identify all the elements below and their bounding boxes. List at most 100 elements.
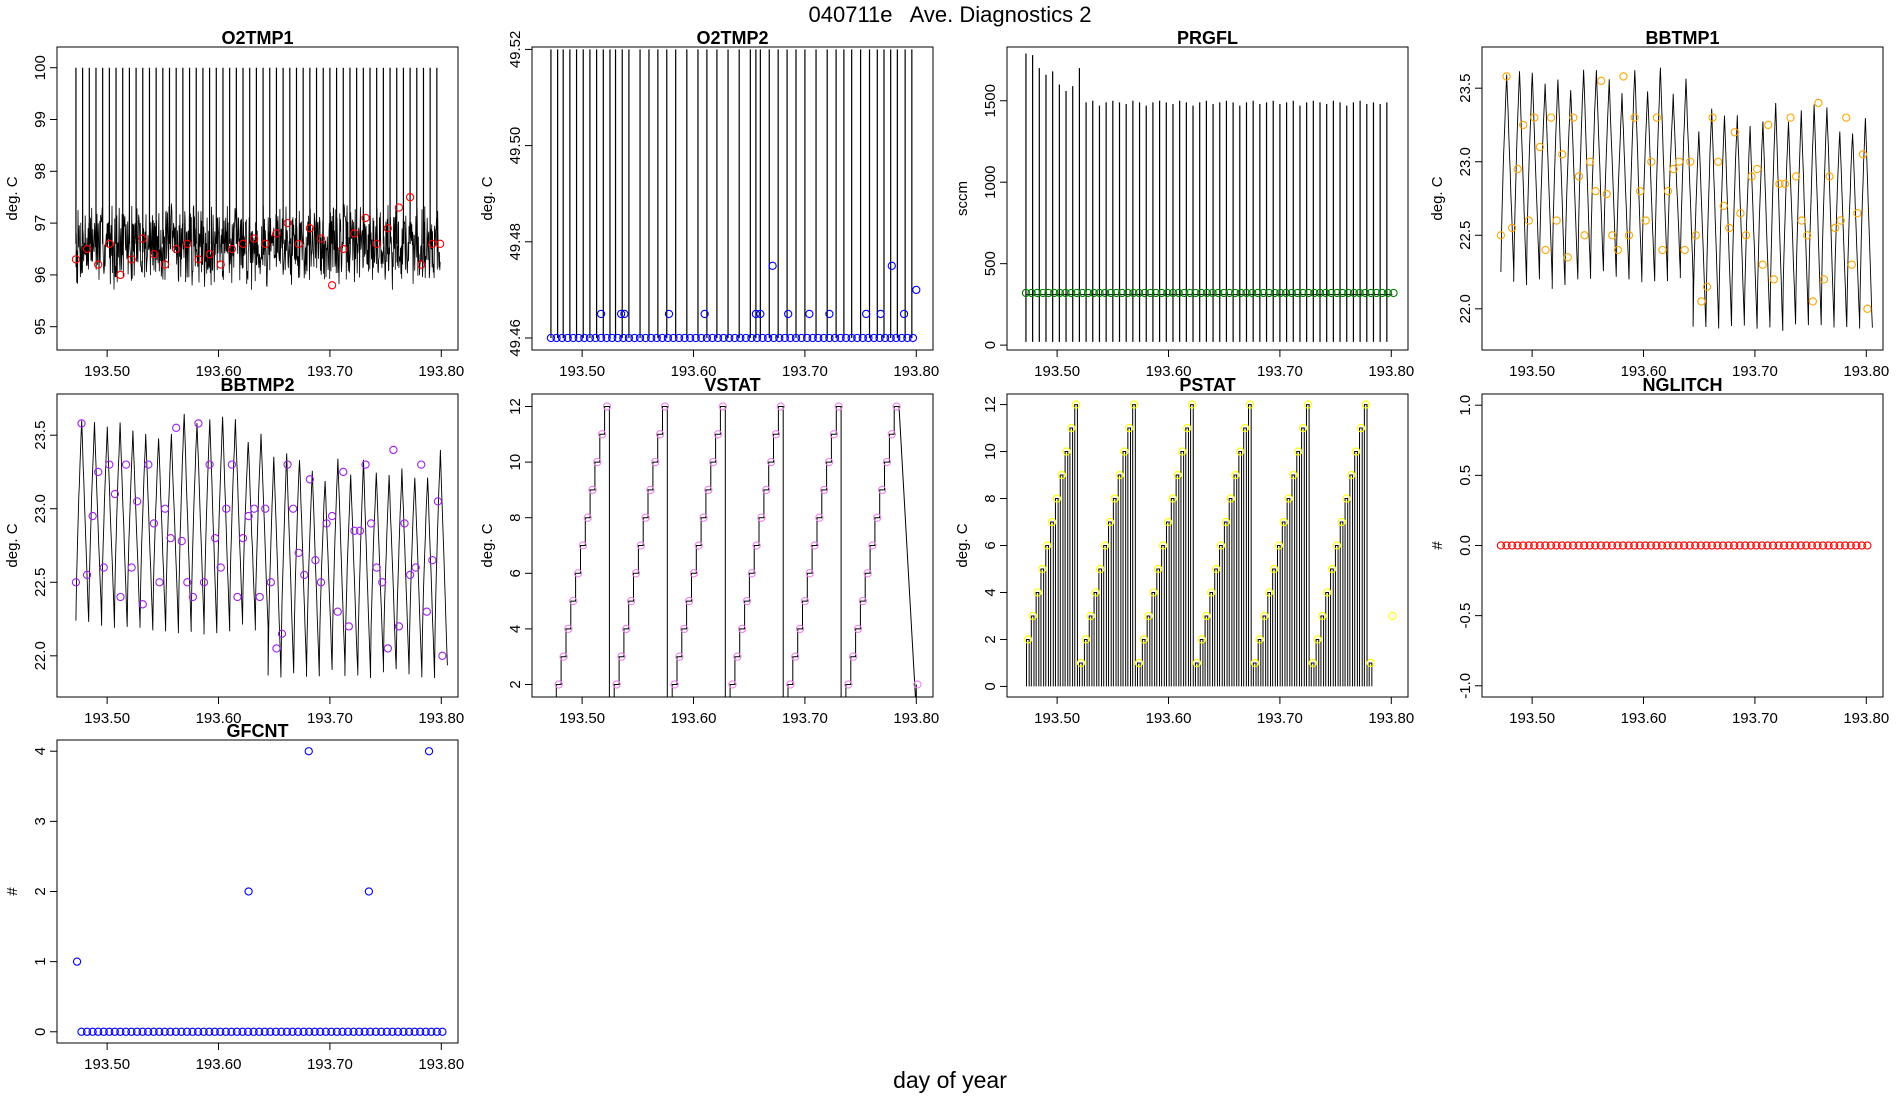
vstat-marker	[670, 680, 679, 689]
o2tmp1-trace	[75, 203, 441, 290]
nglitch-marker	[1835, 541, 1844, 550]
vstat-marker	[709, 457, 718, 467]
prgfl-marker	[1321, 288, 1330, 298]
bbtmp2-marker	[261, 504, 270, 513]
chart-bbtmp2: BBTMP2 deg. C 193.50 193.60 193.70 193.80 22.0…	[4, 375, 464, 727]
pstat-pulse	[1219, 545, 1223, 687]
pstat-xtick-label: 193.60	[1146, 710, 1192, 727]
pstat-marker	[1226, 494, 1235, 503]
o2tmp2-marker	[669, 333, 678, 343]
bbtmp2-marker	[433, 497, 443, 506]
bbtmp1-marker	[1797, 216, 1806, 225]
bbtmp1-marker	[1786, 113, 1795, 122]
bbtmp2-xtick-label: 193.50	[84, 710, 130, 727]
nglitch-ylabel: #	[1429, 541, 1446, 550]
bbtmp1-trace	[1500, 67, 1873, 331]
vstat-marker	[675, 652, 684, 661]
bbtmp1-marker	[1830, 223, 1840, 233]
bbtmp2-marker	[339, 467, 348, 477]
pstat-marker	[1289, 470, 1298, 480]
panel-o2tmp1: O2TMP1 deg. C 193.50 193.60 193.70 193.80 95 96…	[0, 28, 475, 385]
pstat-marker	[1212, 564, 1221, 574]
pstat-marker	[1274, 541, 1284, 550]
o2tmp2-marker	[876, 309, 885, 319]
o2tmp1-marker	[250, 234, 259, 243]
nglitch-marker	[1779, 541, 1789, 550]
o2tmp2-marker	[674, 333, 684, 343]
chart-vstat: VSTAT deg. C 193.50 193.60 193.70 193.80 2 4 6 8 1…	[479, 375, 939, 727]
o2tmp2-marker	[708, 333, 717, 343]
bbtmp1-ytick-label: 23.0	[1457, 147, 1474, 176]
pstat-pulse	[1359, 427, 1363, 687]
bbtmp2-marker	[77, 419, 86, 428]
prgfl-marker	[1310, 288, 1319, 298]
gfcnt-marker	[99, 1027, 108, 1036]
nglitch-marker	[1841, 541, 1850, 550]
gfcnt-marker	[182, 1027, 192, 1036]
pstat-marker	[1221, 517, 1230, 527]
bbtmp1-marker	[1764, 120, 1773, 130]
bbtmp2-marker	[428, 556, 437, 565]
prgfl-marker	[1361, 288, 1370, 298]
o2tmp2-marker	[825, 333, 834, 343]
pstat-ytick-label: 8	[982, 494, 999, 502]
vstat-marker	[569, 596, 578, 606]
o2tmp1-marker	[327, 281, 337, 290]
o2tmp1-marker	[316, 234, 326, 243]
bbtmp1-marker	[1524, 216, 1533, 225]
gfcnt-marker	[354, 1027, 364, 1036]
o2tmp2-marker	[591, 333, 600, 343]
panel-bbtmp2: BBTMP2 deg. C 193.50 193.60 193.70 193.80 22.0…	[0, 375, 475, 732]
gfcnt-marker	[244, 887, 253, 896]
o2tmp2-ytick-label: 49.48	[507, 223, 524, 261]
bbtmp2-ytick-label: 23.5	[32, 421, 49, 450]
prgfl-marker	[1236, 288, 1245, 298]
o2tmp1-marker	[116, 270, 125, 280]
chart-bbtmp1: BBTMP1 deg. C 193.50 193.60 193.70 193.80 22.0…	[1429, 28, 1889, 380]
gfcnt-ytick-label: 1	[32, 957, 49, 965]
pstat-marker	[1144, 611, 1153, 621]
vstat-marker	[752, 541, 761, 550]
o2tmp1-marker	[394, 203, 404, 212]
bbtmp1-marker	[1624, 231, 1634, 240]
o2tmp2-marker	[652, 333, 661, 343]
nglitch-marker	[1546, 541, 1556, 550]
pstat-marker	[1279, 517, 1288, 527]
pstat-marker	[1178, 447, 1187, 456]
gfcnt-marker	[205, 1027, 214, 1036]
vstat-marker	[834, 402, 843, 411]
o2tmp2-marker	[875, 333, 884, 343]
bbtmp1-marker	[1496, 231, 1506, 240]
gfcnt-marker	[127, 1027, 136, 1036]
vstat-marker	[554, 680, 563, 689]
vstat-marker	[840, 709, 847, 716]
prgfl-marker	[1033, 288, 1042, 298]
bbtmp2-marker	[300, 570, 309, 580]
pstat-marker	[1337, 517, 1346, 527]
nglitch-marker	[1857, 541, 1867, 550]
pstat-ytick-label: 2	[982, 635, 999, 643]
gfcnt-ytick-label: 3	[32, 817, 49, 825]
o2tmp2-marker	[686, 333, 695, 343]
pstat-marker	[1154, 564, 1163, 574]
nglitch-marker	[1674, 541, 1683, 550]
pstat-marker	[1158, 541, 1168, 550]
o2tmp1-marker	[305, 224, 315, 233]
bbtmp2-marker	[227, 460, 237, 469]
bbtmp2-marker	[110, 489, 120, 499]
pstat-marker	[1168, 494, 1177, 503]
nglitch-marker	[1746, 541, 1755, 550]
pstat-marker	[1163, 517, 1173, 527]
o2tmp1-marker	[216, 260, 225, 269]
prgfl-marker	[1112, 288, 1121, 298]
gfcnt-ytick-label: 4	[32, 747, 49, 755]
bbtmp1-marker	[1752, 164, 1762, 174]
o2tmp2-xtick-label: 193.70	[782, 363, 828, 380]
o2tmp1-xtick-label: 193.60	[196, 363, 242, 380]
pstat-pulse	[1344, 498, 1349, 687]
prgfl-marker	[1180, 288, 1189, 298]
pstat-pulse	[1334, 545, 1339, 687]
bbtmp2-marker	[250, 504, 259, 513]
o2tmp2-marker	[680, 333, 689, 343]
o2tmp2-marker	[719, 333, 728, 343]
